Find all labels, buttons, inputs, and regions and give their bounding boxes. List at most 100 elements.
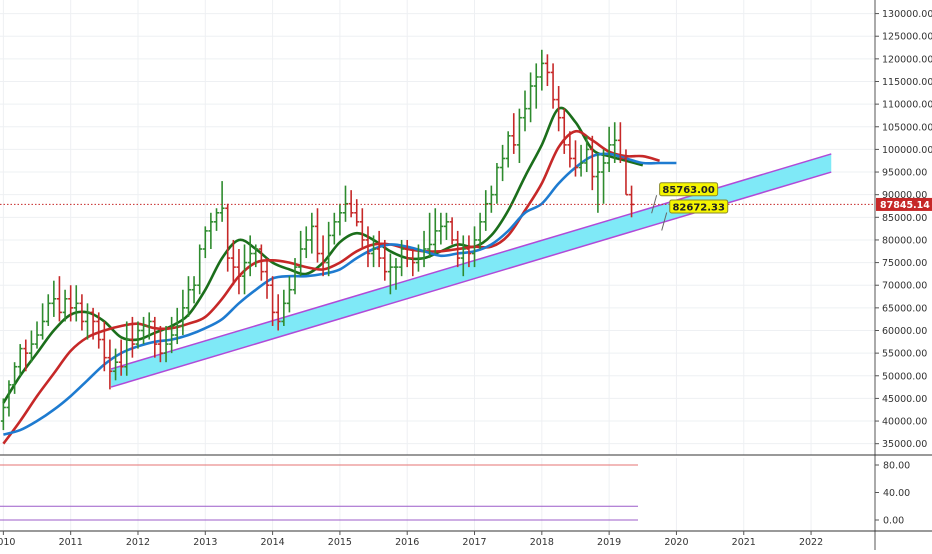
ohlc-bar: [45, 294, 51, 326]
ohlc-bar: [348, 190, 354, 218]
ohlc-bar: [342, 185, 348, 222]
y-tick-label: 115000.00: [882, 77, 932, 88]
ohlc-bar: [247, 235, 253, 277]
ohlc-bar: [79, 294, 85, 331]
ohlc-bar: [427, 212, 433, 259]
y-tick-label: 45000.00: [882, 394, 927, 405]
ohlc-bar: [135, 321, 141, 349]
callout-label: 85763.00: [662, 185, 715, 196]
y-tick-label: 60000.00: [882, 326, 927, 337]
y-tick-label: 105000.00: [882, 122, 932, 133]
ohlc-bar: [236, 249, 242, 295]
ohlc-bar: [0, 398, 6, 431]
ohlc-bar: [572, 140, 578, 177]
ohlc-bar: [376, 230, 382, 268]
ohlc-bar: [320, 235, 326, 277]
ohlc-bar: [443, 212, 449, 240]
ohlc-bar: [68, 285, 74, 322]
y-tick-label: 70000.00: [882, 281, 927, 292]
x-tick-label: 2020: [664, 537, 688, 548]
callout-pointer: [651, 195, 658, 214]
ohlc-bar: [107, 339, 113, 390]
y-tick-label: 35000.00: [882, 439, 927, 450]
ohlc-bar: [544, 54, 550, 87]
ohlc-bar: [326, 221, 332, 277]
ohlc-bar: [387, 253, 393, 295]
ohlc-bar: [528, 72, 534, 123]
y-tick-label: 130000.00: [882, 9, 932, 20]
callout-label: 82672.33: [672, 202, 725, 213]
y-tick-label: 75000.00: [882, 258, 927, 269]
ohlc-bar: [337, 203, 343, 236]
ohlc-bar: [455, 230, 461, 268]
ohlc-bar: [258, 244, 264, 281]
ohlc-bar: [539, 49, 545, 91]
osc-tick-label: 0.00: [883, 516, 904, 527]
ohlc-bar: [589, 135, 595, 191]
ohlc-bar: [561, 108, 567, 154]
y-tick-label: 100000.00: [882, 145, 932, 156]
x-tick-label: 2022: [799, 537, 823, 548]
x-tick-label: 2014: [261, 537, 285, 548]
x-tick-label: 2012: [126, 537, 150, 548]
y-tick-label: 80000.00: [882, 235, 927, 246]
ohlc-bar: [62, 289, 68, 322]
ohlc-bar: [157, 325, 163, 363]
ohlc-bar: [601, 149, 607, 204]
ohlc-bar: [505, 131, 511, 168]
ohlc-bar: [23, 339, 29, 372]
ohlc-bar: [90, 307, 96, 340]
ohlc-bar: [292, 258, 298, 295]
ohlc-bar: [270, 276, 276, 326]
trend-channel: [110, 153, 832, 388]
ohlc-bar: [225, 203, 231, 272]
y-tick-label: 110000.00: [882, 100, 932, 111]
ohlc-bar: [421, 230, 427, 268]
ohlc-bar: [500, 144, 506, 182]
ohlc-bar: [511, 113, 517, 154]
ohlc-bar: [264, 258, 270, 299]
ohlc-bar: [371, 235, 377, 268]
callout-pointer: [661, 212, 668, 231]
ohlc-bar: [56, 276, 62, 322]
x-tick-label: 2018: [530, 537, 554, 548]
ohlc-bar: [612, 122, 618, 163]
ohlc-bar: [314, 208, 320, 263]
ohlc-bar: [208, 212, 214, 250]
ohlc-bar: [617, 122, 623, 163]
ohlc-bar: [34, 321, 40, 349]
ohlc-bar: [298, 230, 304, 277]
y-tick-label: 55000.00: [882, 349, 927, 360]
ohlc-bar: [85, 303, 90, 340]
ohlc-bar: [382, 239, 388, 281]
ohlc-bar: [169, 316, 175, 354]
y-tick-label: 40000.00: [882, 417, 927, 428]
ohlc-bar: [415, 244, 421, 272]
ohlc-bar: [533, 63, 539, 109]
ohlc-bar: [275, 294, 281, 331]
ohlc-bar: [214, 208, 220, 231]
callout-box: [659, 182, 719, 197]
ohlc-bar: [185, 276, 191, 317]
y-tick-label: 85000.00: [882, 213, 927, 224]
ohlc-bar: [393, 258, 399, 290]
ohlc-bar: [359, 208, 365, 250]
x-tick-label: 2017: [462, 537, 486, 548]
ohlc-bar: [12, 362, 18, 394]
ohlc-bar: [449, 217, 455, 245]
ohlc-bar: [17, 344, 23, 376]
ohlc-bar: [365, 226, 371, 268]
ohlc-bar: [124, 321, 130, 376]
price-axis: 35000.00 40000.00 45000.00 50000.00 55000.00…: [874, 0, 932, 550]
ohlc-bar: [494, 162, 500, 204]
ohlc-bar: [40, 303, 46, 340]
ohlc-bar: [556, 86, 562, 132]
time-axis: 2010 2011 2012 2013 2014 2015 2016 2017 2018 2019…: [0, 531, 823, 548]
last-price-label: 87845.14: [880, 200, 930, 211]
ohlc-bar: [129, 316, 135, 358]
ohlc-bar: [281, 289, 287, 326]
price-callout: 82672.33: [661, 199, 729, 231]
callout-box: [669, 199, 729, 214]
